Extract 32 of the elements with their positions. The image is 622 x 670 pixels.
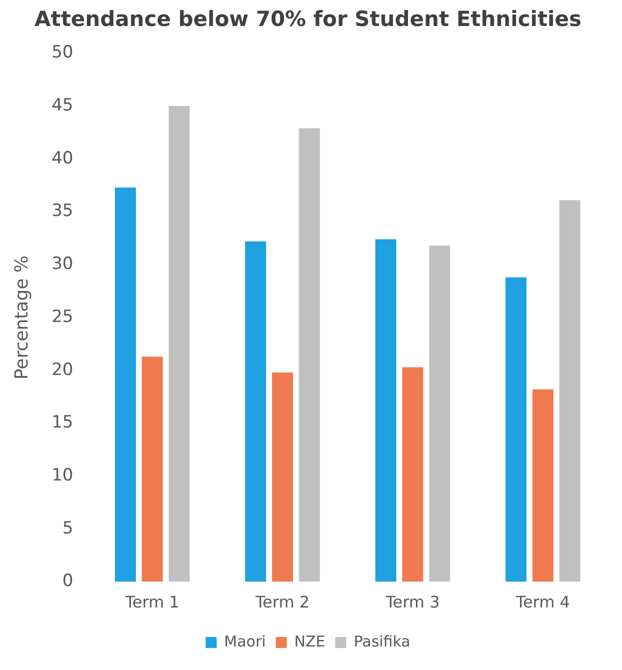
y-tick-label: 45	[52, 95, 74, 116]
bar	[375, 239, 396, 582]
bar	[142, 356, 163, 582]
legend-label: NZE	[294, 632, 326, 650]
x-tick-label: Term 1	[124, 592, 180, 612]
y-tick-label: 5	[62, 518, 74, 538]
bar	[114, 187, 136, 582]
y-tick-label: 35	[52, 201, 74, 222]
y-tick-label: 25	[52, 306, 74, 327]
legend-label: Maori	[224, 632, 266, 650]
bar	[402, 367, 424, 582]
y-tick-label: 50	[52, 42, 74, 63]
y-tick-label: 40	[52, 148, 74, 168]
bar	[429, 246, 450, 582]
y-axis-title: Percentage %	[11, 255, 32, 380]
chart-title: Attendance below 70% for Student Ethnicities	[34, 7, 582, 32]
y-tick-label: 30	[52, 254, 74, 274]
x-tick-label: Term 3	[384, 592, 440, 612]
x-tick-label: Term 4	[514, 592, 570, 612]
bar	[506, 277, 526, 582]
bar	[298, 128, 320, 582]
y-tick-label: 20	[52, 360, 74, 380]
legend-label: Pasifika	[354, 632, 410, 650]
bar	[272, 372, 294, 582]
bar	[245, 241, 266, 582]
y-tick-label: 10	[52, 466, 74, 486]
bar	[532, 389, 554, 582]
x-tick-label: Term 2	[254, 592, 310, 612]
y-tick-label: 0	[62, 571, 74, 592]
bar	[559, 200, 580, 582]
bar	[168, 106, 190, 582]
y-tick-label: 15	[52, 412, 74, 433]
